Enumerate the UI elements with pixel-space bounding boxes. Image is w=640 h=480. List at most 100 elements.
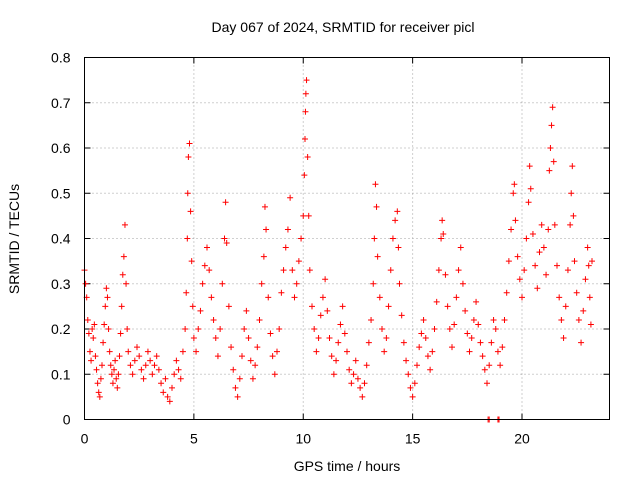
data-point <box>300 212 307 219</box>
data-point <box>486 362 493 369</box>
data-point <box>206 267 213 274</box>
data-point <box>95 389 102 396</box>
data-point <box>123 280 130 287</box>
data-point <box>499 344 506 351</box>
data-point <box>587 321 594 328</box>
data-point <box>184 235 191 242</box>
data-point <box>86 348 93 355</box>
data-point <box>109 380 116 387</box>
data-point <box>221 235 228 242</box>
data-point <box>521 267 528 274</box>
data-point <box>278 289 285 296</box>
data-point <box>554 262 560 269</box>
data-point <box>236 375 243 382</box>
data-point <box>182 326 189 332</box>
data-point <box>556 294 563 301</box>
data-point <box>455 267 462 274</box>
data-point <box>91 321 98 328</box>
data-point <box>569 163 576 170</box>
data-point <box>284 226 291 233</box>
data-point <box>525 199 532 206</box>
data-point <box>481 366 488 373</box>
data-point <box>115 371 122 378</box>
data-point <box>510 190 517 197</box>
data-point <box>140 375 147 382</box>
x-tick-label: 5 <box>190 431 198 447</box>
data-point <box>249 375 256 382</box>
data-points <box>81 77 595 423</box>
data-point <box>112 357 119 364</box>
data-point <box>121 221 128 228</box>
data-point <box>96 393 103 400</box>
data-point <box>185 154 192 161</box>
data-point <box>575 316 582 323</box>
data-point <box>550 158 557 165</box>
data-point <box>418 330 425 337</box>
data-point <box>302 90 309 97</box>
data-point <box>129 371 136 378</box>
data-point <box>245 335 252 342</box>
data-point <box>449 344 455 351</box>
data-point <box>420 316 427 323</box>
data-point <box>387 267 394 274</box>
data-point <box>457 244 464 251</box>
data-point <box>568 190 575 197</box>
data-point <box>107 362 114 369</box>
data-point <box>381 348 388 355</box>
data-point <box>490 316 497 323</box>
data-point <box>301 172 308 179</box>
data-point <box>368 316 375 323</box>
data-point <box>267 330 274 337</box>
data-point <box>155 366 162 373</box>
data-point <box>97 375 104 382</box>
data-point <box>403 357 410 364</box>
data-point <box>276 326 283 332</box>
data-point <box>444 303 451 310</box>
data-point <box>201 262 208 269</box>
data-point <box>372 181 379 188</box>
data-point <box>551 221 558 228</box>
data-point <box>479 353 486 360</box>
data-point <box>164 393 171 400</box>
data-point <box>514 253 521 260</box>
data-point <box>92 353 99 360</box>
data-point <box>526 163 533 170</box>
data-point <box>93 366 100 373</box>
data-point <box>466 348 473 355</box>
y-tick-label: 0.7 <box>51 95 71 111</box>
data-point <box>118 303 125 310</box>
data-point <box>193 348 200 355</box>
data-point <box>101 321 108 328</box>
data-point <box>302 135 308 142</box>
data-point <box>589 258 595 265</box>
data-point <box>439 217 446 224</box>
data-point <box>534 285 541 292</box>
data-point <box>508 226 515 233</box>
data-point <box>584 244 591 251</box>
data-point <box>243 307 250 314</box>
data-point <box>543 271 550 278</box>
data-point <box>540 244 547 251</box>
data-point <box>523 235 530 242</box>
data-point <box>586 294 593 301</box>
data-point <box>106 348 113 355</box>
data-point <box>475 321 482 328</box>
data-point <box>169 384 175 391</box>
data-point <box>287 194 294 201</box>
data-point <box>239 353 245 360</box>
data-point <box>260 253 267 260</box>
axis-ticks <box>84 57 610 420</box>
data-point <box>435 267 442 274</box>
data-point <box>113 375 120 382</box>
data-point <box>252 362 259 369</box>
data-point <box>379 326 385 332</box>
data-point <box>282 244 289 251</box>
data-point <box>232 384 239 391</box>
data-point <box>527 185 534 192</box>
y-tick-label: 0.5 <box>51 185 71 201</box>
data-point <box>519 294 525 301</box>
data-point <box>560 335 567 342</box>
data-point <box>396 280 403 287</box>
data-point <box>319 294 326 301</box>
